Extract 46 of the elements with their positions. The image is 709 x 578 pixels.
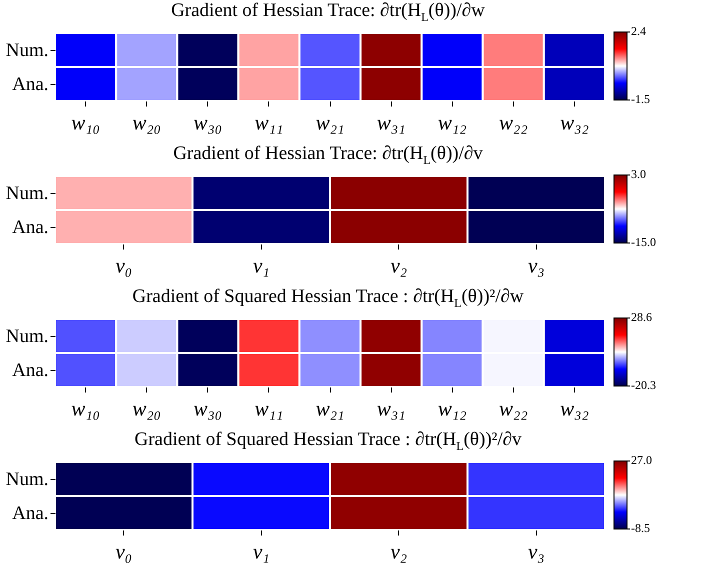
color-bar-label: 28.6 [631,310,652,324]
y-tick-label: Num. [6,183,48,204]
x-tick-label: v₁ [252,540,270,564]
x-tick-label: w₁₂ [438,396,467,420]
x-tick-label: w₃₀ [193,110,222,134]
x-tick-label: v₃ [528,540,545,564]
x-tick-label: w₁₁ [254,396,284,420]
chart-title: Gradient of Hessian Trace: ∂tr(H$_{L}$(θ))/∂v [172,143,484,167]
chart-title: Gradient of Squared Hessian Trace : ∂tr(H$_{L}$(θ))²/∂v [133,429,523,453]
color-bar-label: 2.4 [631,24,646,38]
x-tick-label: w₃₁ [376,110,406,134]
x-tick-label: v₂ [390,540,408,564]
y-tick-label: Num. [6,40,48,61]
chart-title: Gradient of Hessian Trace: ∂tr(H$_{L}$(θ))/∂w [170,0,486,24]
x-tick-label: w₁₂ [438,110,467,134]
x-tick-label: v₀ [115,540,132,564]
x-tick-label: w₃₂ [560,110,589,134]
y-tick-label: Ana. [12,217,48,238]
x-tick-label: w₂₀ [132,110,161,134]
color-bar-label: 3.0 [631,166,646,181]
x-tick-label: v₀ [115,254,132,278]
x-tick-label: w₂₂ [499,110,528,134]
x-tick-label: v₃ [528,254,545,278]
x-tick-label: w₂₁ [316,396,344,420]
x-tick-label: w₁₁ [254,110,284,134]
y-tick-label: Ana. [12,503,48,524]
x-tick-label: w₁₀ [71,396,100,420]
x-tick-label: w₃₁ [376,396,406,420]
x-tick-label: w₃₀ [193,396,222,420]
x-tick-label: w₂₁ [316,110,344,134]
y-tick-label: Num. [6,326,48,347]
y-tick-label: Ana. [12,360,48,381]
x-tick-label: v₂ [390,254,408,278]
color-bar-label: -20.3 [631,378,656,392]
chart-title: Gradient of Squared Hessian Trace : ∂tr(H$_{L}$(θ))²/∂w [131,286,525,310]
color-bar-label: -15.0 [631,234,656,249]
x-tick-label: w₃₂ [560,396,589,420]
x-tick-label: w₂₂ [499,396,528,420]
color-bar-label: -1.5 [631,92,650,106]
x-tick-label: w₂₀ [132,396,161,420]
x-tick-label: v₁ [252,254,270,278]
y-tick-label: Num. [6,469,48,490]
y-tick-label: Ana. [12,74,48,95]
x-tick-label: w₁₀ [71,110,100,134]
color-bar-label: -8.5 [631,520,650,535]
color-bar-label: 27.0 [631,452,652,467]
